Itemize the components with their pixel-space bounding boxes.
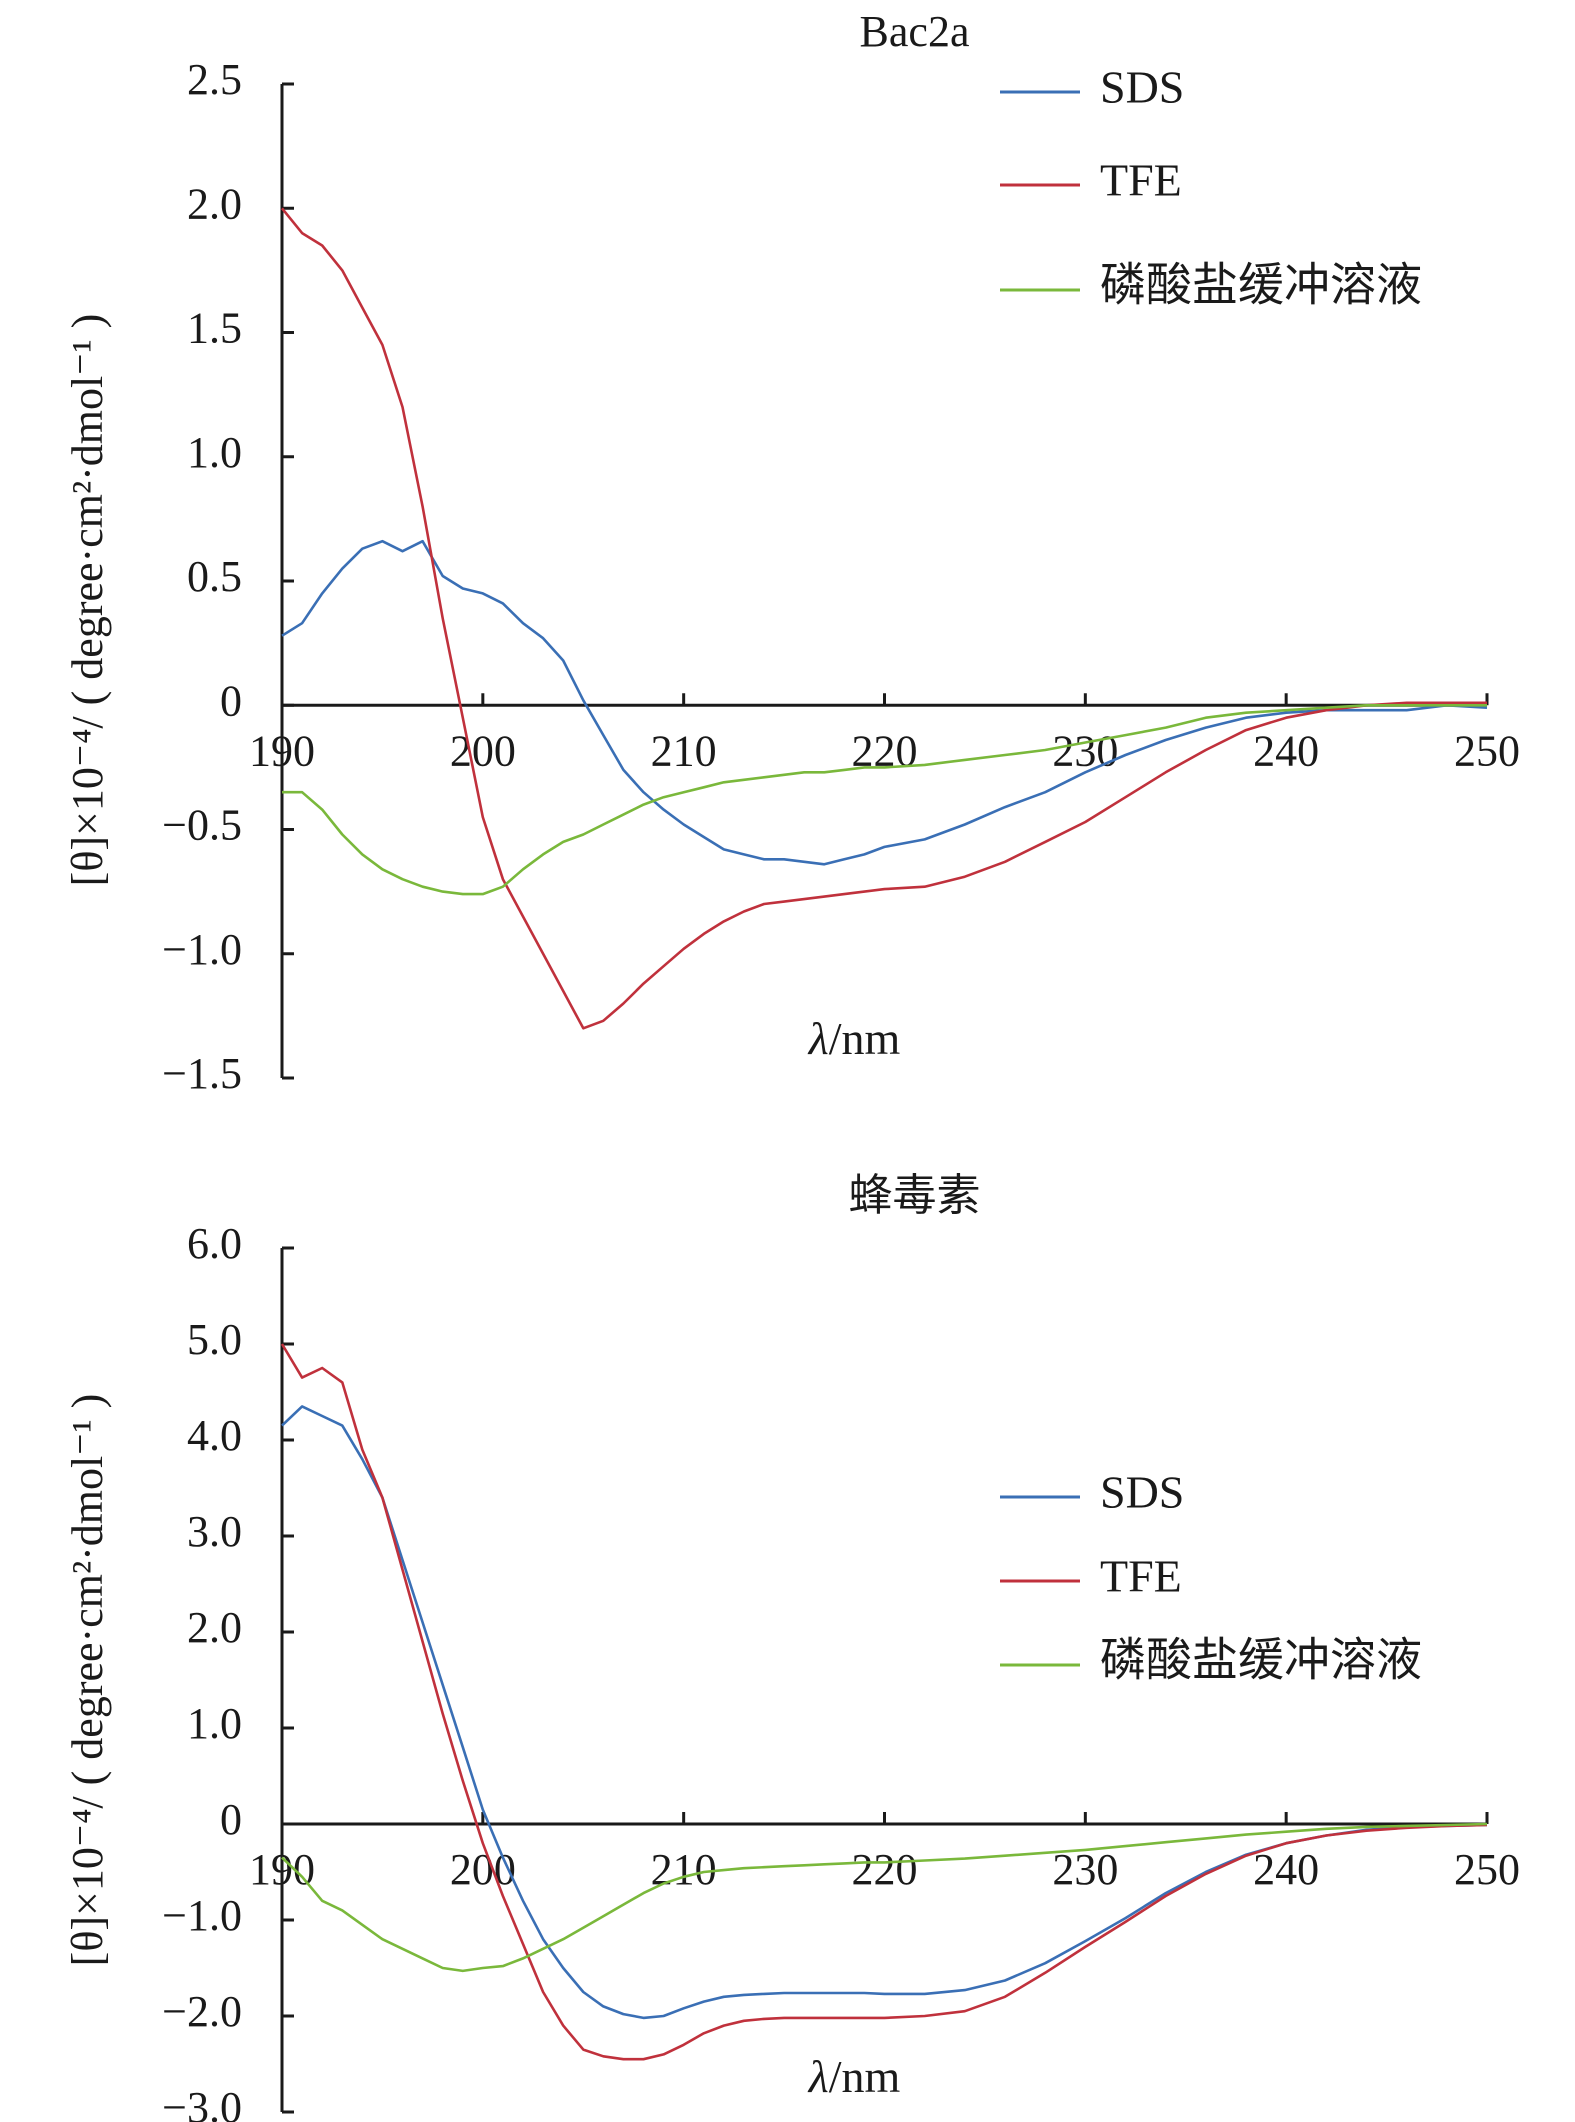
legend-label: TFE xyxy=(1100,155,1182,206)
x-tick-label: 250 xyxy=(1454,726,1520,775)
y-tick-label: 2.0 xyxy=(187,1603,242,1652)
series-line-3 xyxy=(281,1822,1488,1973)
x-axis-label: λ/nm xyxy=(807,1013,901,1064)
x-axis-label-unit: /nm xyxy=(829,1013,901,1064)
y-tick-label: −1.5 xyxy=(162,1049,242,1098)
y-tick-label: 1.0 xyxy=(187,1699,242,1748)
legend-label: SDS xyxy=(1100,62,1184,113)
legend-label: 磷酸盐缓冲溶液 xyxy=(1100,260,1422,311)
x-tick-label: 200 xyxy=(450,1845,516,1894)
x-axis-label-symbol: λ xyxy=(807,1013,829,1064)
chart-panel-2: 蜂毒素 −3.0 −2.0 −1.0 0 1.0 2.0 3.0 4.0 5.0 6.0 190 200… xyxy=(63,1171,1520,2122)
y-tick-label: −1.0 xyxy=(162,1891,242,1940)
series-line-2 xyxy=(280,207,1487,1030)
x-tick-label: 190 xyxy=(249,1845,315,1894)
y-axis-label: [θ]×10⁻⁴/ ( degree·cm²·dmol⁻¹ ) xyxy=(63,1394,112,1967)
x-tick-label: 210 xyxy=(651,1845,717,1894)
x-tick-label: 240 xyxy=(1253,726,1319,775)
y-tick-label: 2.0 xyxy=(187,179,242,228)
chart-title: Bac2a xyxy=(860,7,970,56)
y-tick-label: 4.0 xyxy=(187,1411,242,1460)
y-tick-label: 1.0 xyxy=(187,428,242,477)
y-tick-label: 5.0 xyxy=(187,1315,242,1364)
x-axis-label: λ/nm xyxy=(807,2051,901,2102)
x-tick-label: 190 xyxy=(249,726,315,775)
y-tick-label: 1.5 xyxy=(187,304,242,353)
y-tick-label: 3.0 xyxy=(187,1507,242,1556)
legend-label: SDS xyxy=(1100,1467,1184,1518)
chart-panel-1: Bac2a −1.5 −1.0 −0.5 0 0.5 1.0 1.5 2.0 2.5 190 200 2… xyxy=(63,7,1520,1098)
y-tick-label: −3.0 xyxy=(162,2083,242,2122)
x-axis-label-unit: /nm xyxy=(829,2051,901,2102)
y-tick-label: −1.0 xyxy=(162,925,242,974)
x-tick-label: 200 xyxy=(450,726,516,775)
x-tick-label: 220 xyxy=(852,1845,918,1894)
series-line-2 xyxy=(280,1343,1488,2061)
y-tick-label: −0.5 xyxy=(162,801,242,850)
y-axis-label: [θ]×10⁻⁴/ ( degree·cm²·dmol⁻¹ ) xyxy=(63,314,112,887)
series-line-1 xyxy=(281,1405,1488,2020)
x-tick-label: 240 xyxy=(1253,1845,1319,1894)
y-tick-label: 2.5 xyxy=(187,55,242,104)
x-tick-label: 230 xyxy=(1052,1845,1118,1894)
y-tick-label: 0 xyxy=(220,676,242,725)
legend-label: TFE xyxy=(1100,1551,1182,1602)
x-axis-label-symbol: λ xyxy=(807,2051,829,2102)
y-tick-label: −2.0 xyxy=(162,1987,242,2036)
x-tick-label: 230 xyxy=(1052,726,1118,775)
x-tick-label: 250 xyxy=(1454,1845,1520,1894)
series-line-3 xyxy=(282,703,1487,896)
chart-title: 蜂毒素 xyxy=(849,1171,981,1220)
x-tick-label: 210 xyxy=(651,726,717,775)
y-tick-label: 0 xyxy=(220,1795,242,1844)
legend-label: 磷酸盐缓冲溶液 xyxy=(1100,1635,1422,1686)
y-tick-label: 0.5 xyxy=(187,552,242,601)
y-tick-label: 6.0 xyxy=(187,1219,242,1268)
